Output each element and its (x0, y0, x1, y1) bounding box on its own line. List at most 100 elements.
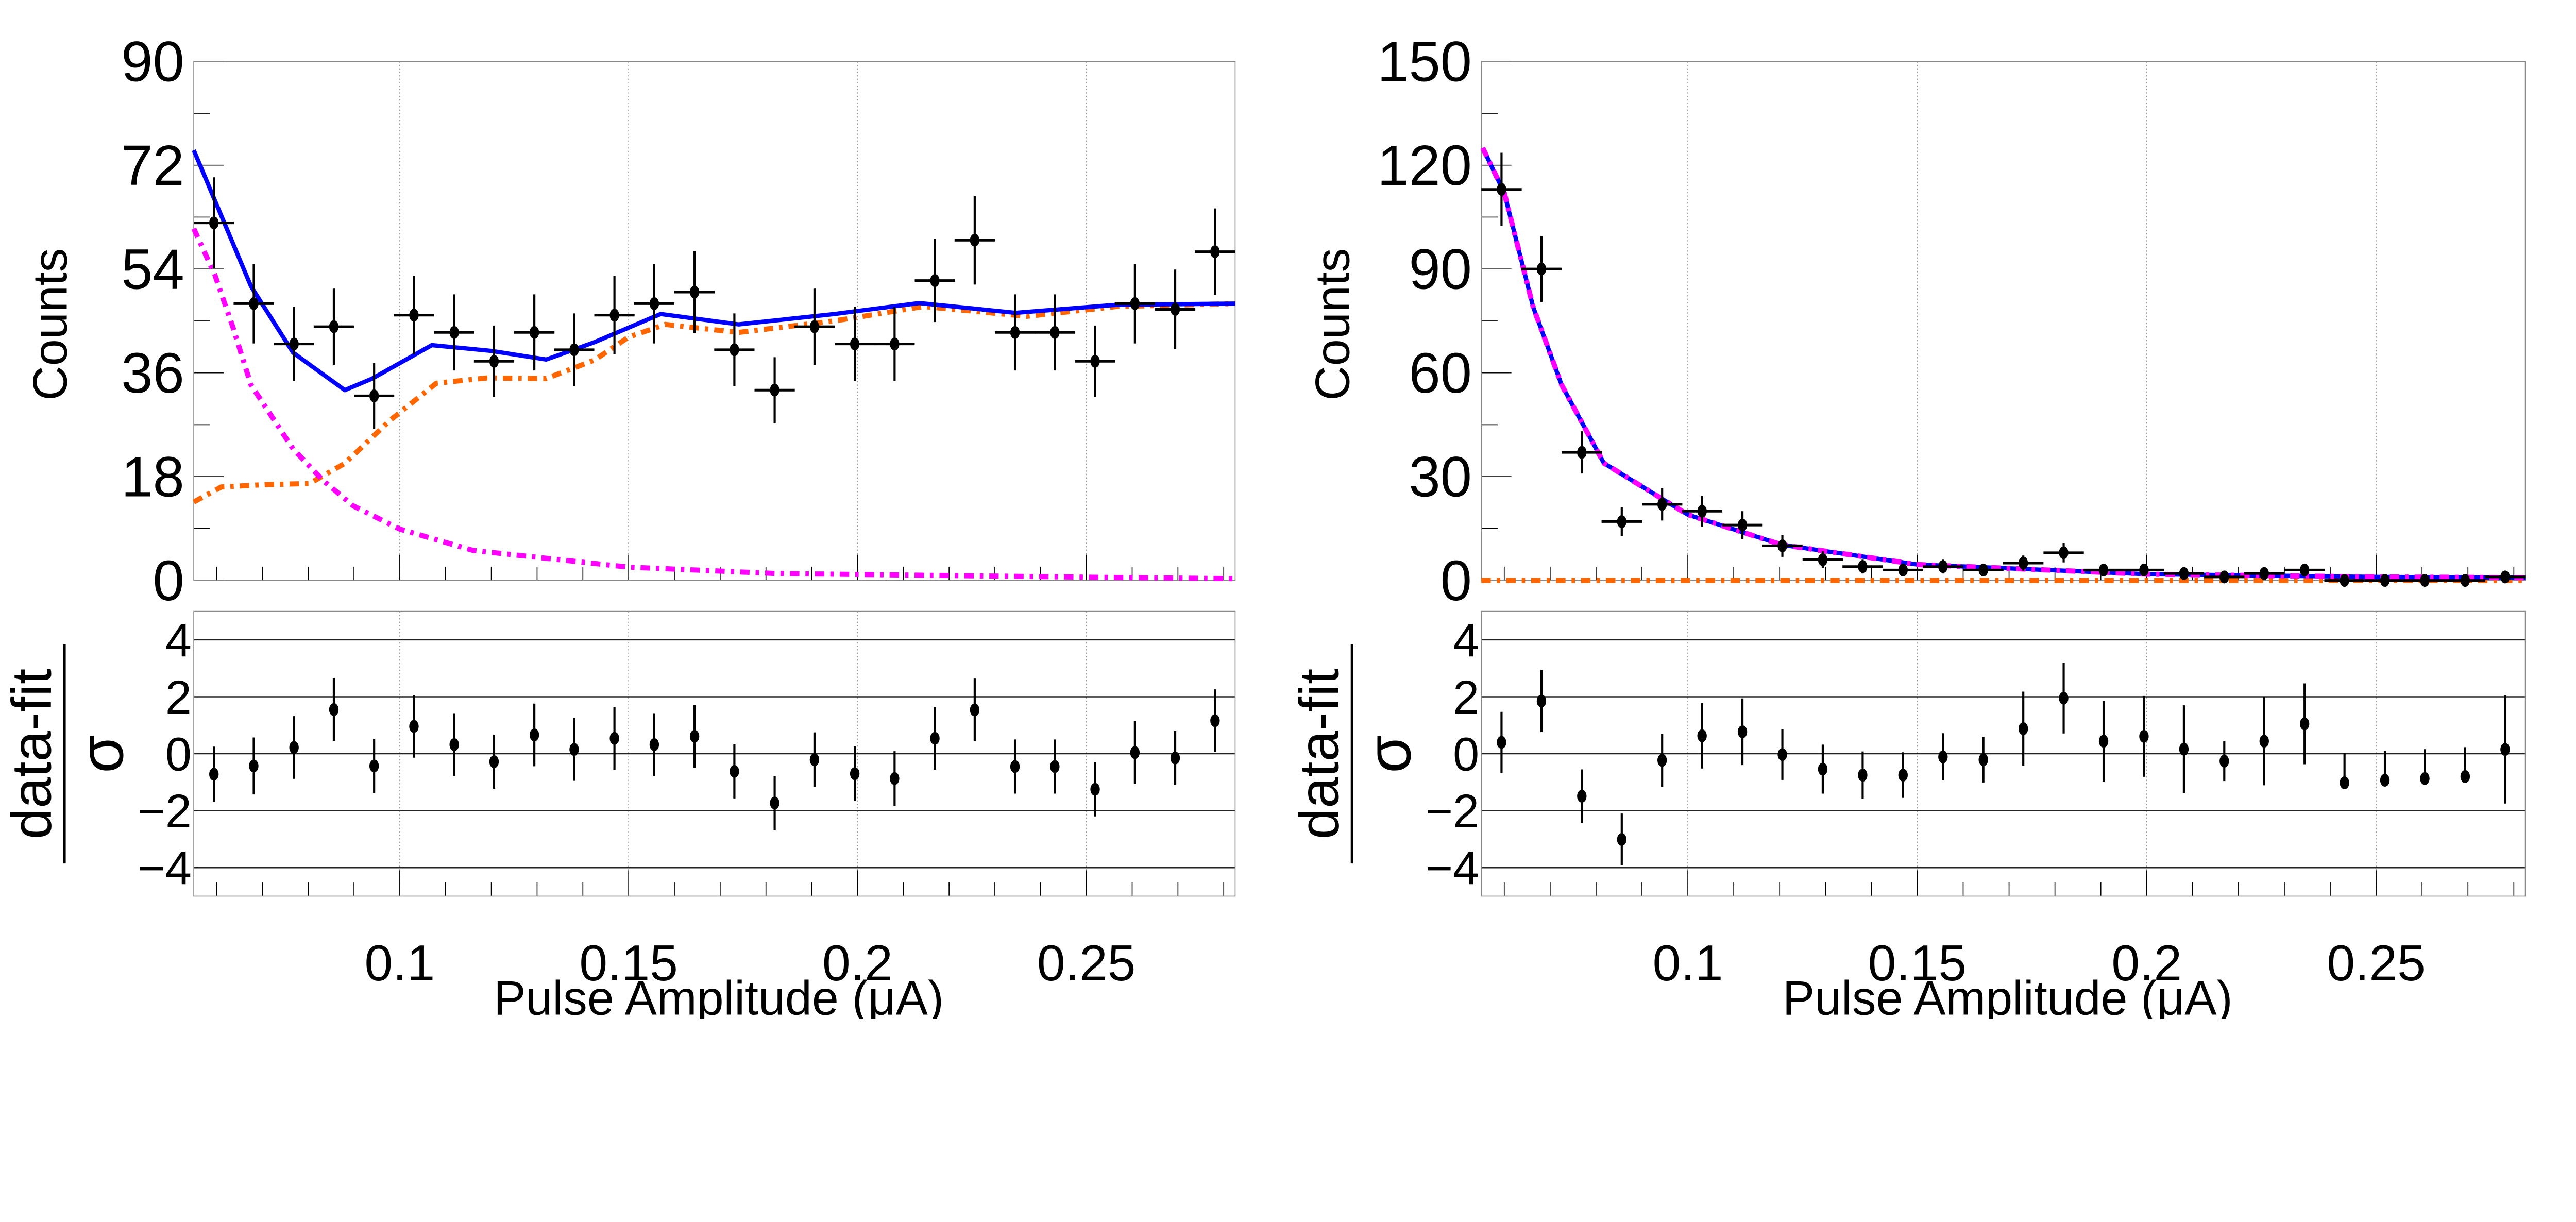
y-tick-label: 120 (1377, 134, 1472, 197)
data-point (850, 337, 860, 351)
main-plot-frame (1481, 61, 2526, 581)
residual-point (2179, 742, 2189, 756)
data-point (1010, 326, 1020, 339)
residual-y-tick-label: 2 (165, 671, 192, 724)
y-tick-label: 54 (121, 238, 184, 301)
y-tick-label: 60 (1409, 342, 1471, 405)
data-point (1858, 560, 1868, 573)
x-axis-title: Pulse Amplitude (μA) (1783, 971, 2233, 1019)
data-point (1090, 354, 1100, 368)
residual-point (329, 703, 339, 716)
x-tick-label: 0.1 (365, 935, 435, 991)
x-axis-title: Pulse Amplitude (μA) (494, 971, 944, 1019)
data-point (1170, 303, 1180, 316)
residual-point (409, 720, 419, 733)
residual-point (1697, 729, 1707, 742)
x-tick-label: 0.25 (1037, 935, 1136, 991)
data-point (1050, 326, 1060, 339)
data-point (409, 309, 419, 322)
data-point (2219, 570, 2229, 584)
residual-point (1898, 769, 1908, 782)
data-point (2380, 574, 2390, 587)
residual-point (609, 732, 619, 745)
data-point (1536, 262, 1547, 276)
residual-point (489, 755, 499, 769)
residual-point (1170, 751, 1180, 765)
y-tick-label: 72 (121, 134, 184, 197)
residual-point (649, 738, 659, 751)
y-tick-label: 18 (121, 445, 184, 508)
residual-y-title-numerator: data-fit (0, 669, 62, 839)
data-point (2059, 546, 2069, 559)
residual-point (529, 728, 539, 742)
signal-component-curve (191, 227, 1235, 582)
residual-point (1777, 748, 1787, 761)
residual-point (1978, 753, 1988, 767)
residual-point (809, 753, 820, 767)
residual-point (850, 767, 860, 780)
data-point (970, 233, 980, 247)
residual-y-tick-label: −2 (1426, 785, 1480, 838)
x-tick-label: 0.15 (1868, 935, 1967, 991)
residual-plot-frame (193, 610, 1236, 897)
data-point (890, 337, 900, 351)
residual-point (2340, 776, 2349, 789)
data-point (2340, 574, 2349, 587)
y-tick-label: 90 (121, 30, 184, 94)
data-point (1577, 446, 1587, 459)
data-point (1898, 563, 1908, 576)
x-tick-label: 0.25 (2327, 935, 2425, 991)
data-point (449, 326, 459, 339)
y-axis-title: Counts (23, 248, 77, 401)
data-point (2420, 574, 2430, 587)
data-point (2179, 567, 2189, 580)
data-point (1777, 539, 1787, 552)
data-point (209, 216, 219, 230)
residual-y-title-numerator: data-fit (1288, 669, 1350, 839)
residual-point (1090, 783, 1100, 796)
data-point (1737, 518, 1748, 532)
residual-point (1130, 746, 1140, 759)
residual-point (2460, 770, 2470, 783)
background-component-curve (192, 301, 1235, 504)
data-point (2460, 574, 2470, 587)
residual-point (2059, 691, 2069, 705)
residual-point (1858, 769, 1868, 782)
data-point (569, 343, 579, 357)
y-tick-label: 0 (1440, 549, 1472, 613)
data-point (1697, 504, 1707, 518)
residual-y-tick-label: −2 (138, 785, 192, 838)
residual-point (2098, 735, 2109, 748)
data-point (2500, 570, 2510, 584)
data-point (1818, 553, 1828, 566)
residual-y-tick-label: 4 (165, 614, 192, 667)
data-point (930, 274, 940, 287)
residual-point (890, 772, 900, 785)
data-point (649, 297, 659, 310)
residual-y-tick-label: 0 (165, 728, 192, 781)
figure-background (0, 0, 2576, 1019)
residual-y-title-denominator: σ (66, 735, 136, 773)
data-point (329, 320, 339, 333)
data-point (1617, 515, 1626, 528)
data-point (1657, 498, 1667, 511)
residual-point (970, 703, 980, 717)
x-tick-label: 0.1 (1653, 935, 1723, 991)
residual-point (2380, 773, 2390, 787)
residual-y-tick-label: −4 (1426, 842, 1480, 895)
residual-point (930, 732, 940, 745)
y-axis-title: Counts (1305, 248, 1359, 401)
data-point (1497, 183, 1506, 196)
residual-point (1617, 833, 1626, 846)
data-point (1210, 245, 1220, 259)
data-point (2098, 563, 2109, 576)
data-point (489, 354, 499, 368)
data-point (770, 383, 779, 397)
residual-point (2139, 729, 2149, 743)
y-tick-label: 150 (1377, 30, 1472, 94)
residual-point (569, 743, 579, 756)
residual-point (2500, 743, 2510, 756)
residual-y-tick-label: −4 (138, 842, 192, 895)
